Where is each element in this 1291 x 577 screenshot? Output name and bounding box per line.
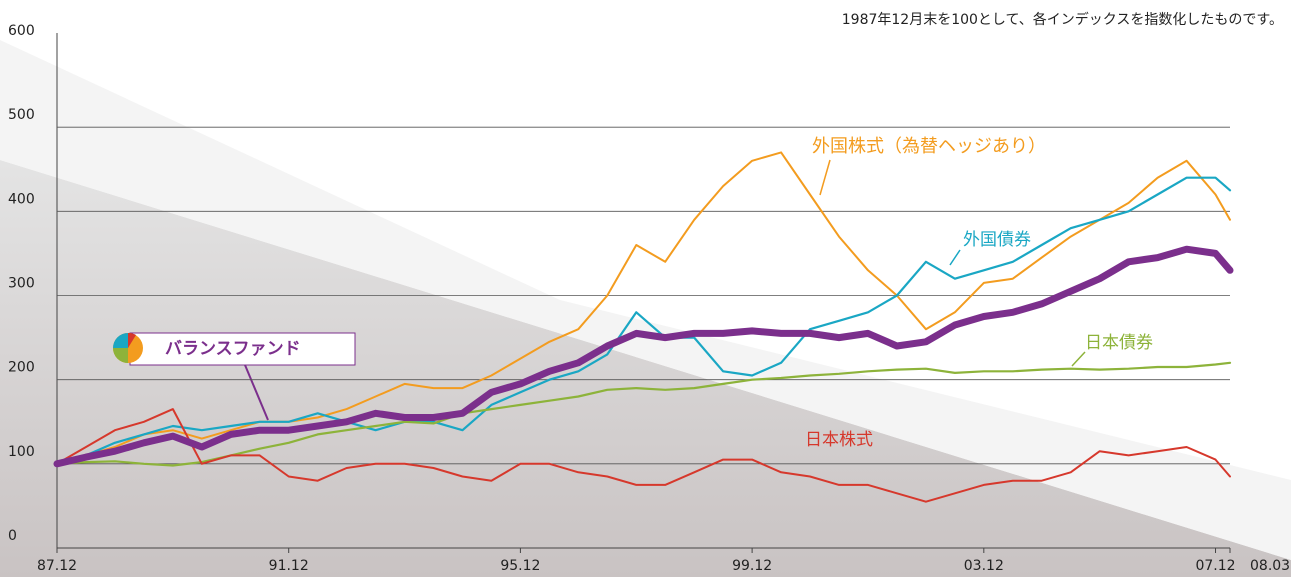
series-label: バランスファンド [165, 339, 301, 359]
x-tick-label: 91.12 [269, 558, 309, 574]
x-tick-label: 08.03 [1250, 558, 1290, 574]
series-label: 外国株式（為替ヘッジあり） [812, 136, 1046, 157]
x-tick-label: 07.12 [1195, 558, 1235, 574]
y-tick-label: 100 [8, 444, 35, 460]
pie-icon [128, 332, 136, 348]
series-line [53, 245, 1234, 468]
y-tick-label: 200 [8, 360, 35, 376]
series-line [55, 361, 1232, 467]
series-line [55, 176, 1232, 465]
series-label: 日本株式 [805, 430, 873, 450]
x-tick-label: 95.12 [500, 558, 540, 574]
leader-line [949, 249, 961, 266]
x-tick-label: 03.12 [964, 558, 1004, 574]
leader-line [1071, 351, 1086, 367]
pie-icon [113, 333, 128, 348]
label-box [129, 332, 356, 366]
background-photo [0, 40, 1291, 560]
x-tick-label: 99.12 [732, 558, 772, 574]
leader-line [244, 364, 269, 421]
note: 1987年12月末を100として、各インデックスを指数化したものです。 [842, 11, 1283, 28]
series-labels: 0 100 200 300 400 500 600 87.12 91.12 95.12 99.12 0… [8, 23, 1290, 574]
y-tick-label: 0 [8, 528, 17, 544]
leader-line [819, 159, 831, 196]
x-tick-label: 87.12 [37, 558, 77, 574]
pie-icon [113, 348, 128, 363]
y-tick-label: 400 [8, 191, 35, 207]
y-tick-label: 300 [8, 276, 35, 292]
y-tick-label: 500 [8, 107, 35, 123]
y-tick-label: 600 [8, 23, 35, 39]
background-photo [0, 160, 1291, 577]
series-line [56, 408, 1231, 503]
series-label: 外国債券 [963, 230, 1031, 250]
series-label: 日本債券 [1085, 333, 1153, 353]
